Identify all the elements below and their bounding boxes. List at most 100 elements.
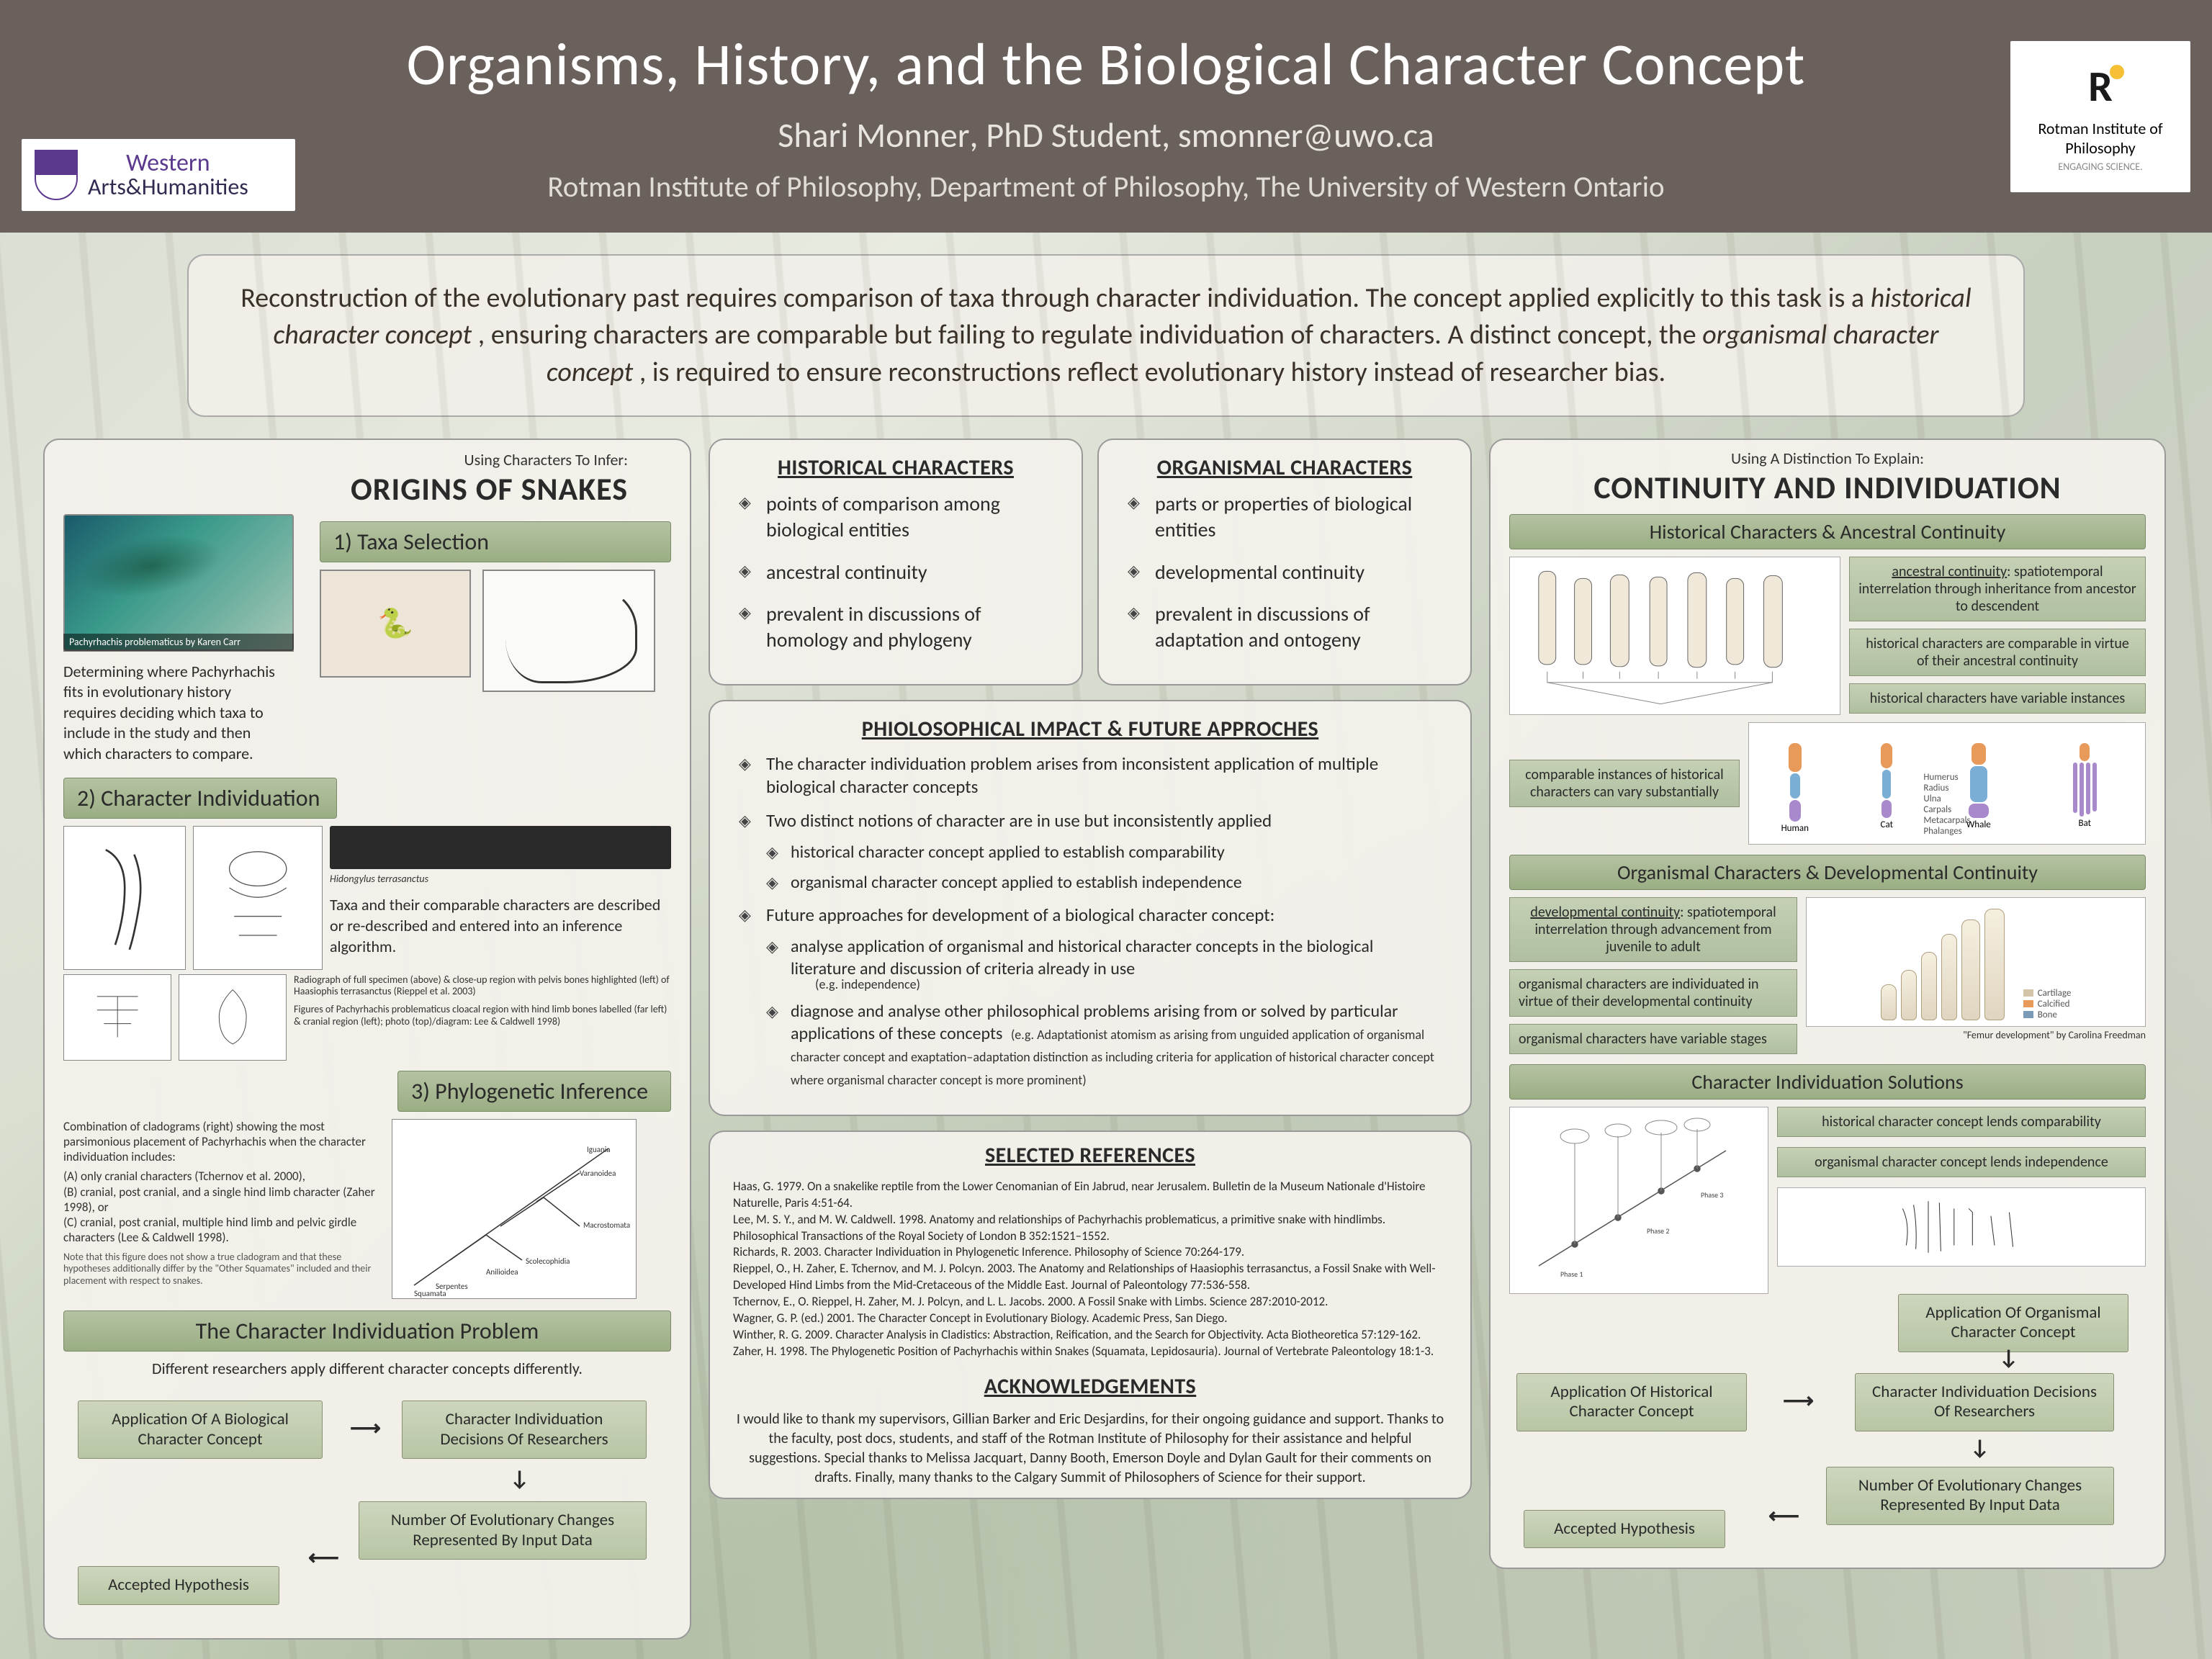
org-item: prevalent in discussions of adaptation a… bbox=[1128, 601, 1442, 654]
cladogram-image: Iguania Varanoidea Macrostomata Scolecop… bbox=[392, 1119, 637, 1299]
logo-left-sub: Arts&Humanities bbox=[88, 176, 248, 199]
poster-title: Organisms, History, and the Biological C… bbox=[43, 29, 2169, 101]
svg-text:Scolecophidia: Scolecophidia bbox=[526, 1256, 570, 1266]
impact-sub: analyse application of organismal and hi… bbox=[766, 935, 1442, 993]
org-item: developmental continuity bbox=[1128, 559, 1442, 585]
left-flowchart: Application Of A Biological Character Co… bbox=[63, 1379, 671, 1624]
flow-b1: Application Of Historical Character Conc… bbox=[1516, 1373, 1747, 1431]
poster-header: Western Arts&Humanities Organisms, Histo… bbox=[0, 0, 2212, 233]
hist-item: points of comparison among biological en… bbox=[739, 491, 1053, 544]
ref-item: Rieppel, O., H. Zaher, E. Tchernov, and … bbox=[733, 1261, 1447, 1294]
limb-homology-diagram: Humerus Radius Ulna Carpals Metacarpals … bbox=[1748, 722, 2146, 845]
ref-item: Zaher, H. 1998. The Phylogenetic Positio… bbox=[733, 1344, 1447, 1360]
logo-left-main: Western bbox=[88, 151, 248, 176]
impact-sub: diagnose and analyse other philosophical… bbox=[766, 1000, 1442, 1090]
hist-title: HISTORICAL CHARACTERS bbox=[729, 454, 1063, 481]
ref-item: Wagner, G. P. (ed.) 2001. The Character … bbox=[733, 1310, 1447, 1327]
arrow-icon: ⟶ bbox=[350, 1415, 381, 1442]
org-item: parts or properties of biological entiti… bbox=[1128, 491, 1442, 544]
svg-text:Phase 3: Phase 3 bbox=[1701, 1190, 1723, 1200]
flow-b4: Accepted Hypothesis bbox=[1524, 1510, 1725, 1549]
key-item: Humerus bbox=[1923, 772, 1970, 783]
key-item: Metacarpals bbox=[1923, 815, 1970, 826]
character-sketch-4 bbox=[179, 974, 287, 1061]
step3-c: (C) cranial, post cranial, multiple hind… bbox=[63, 1215, 380, 1246]
step3-pre: Combination of cladograms (right) showin… bbox=[63, 1119, 380, 1165]
left-pre: Using Characters To Infer: bbox=[63, 450, 628, 469]
sec2-n2: organismal characters have variable stag… bbox=[1509, 1024, 1797, 1054]
svg-text:Macrostomata: Macrostomata bbox=[583, 1220, 630, 1230]
step3-bar: 3) Phylogenetic Inference bbox=[397, 1071, 671, 1112]
sec2-def: developmental continuity: spatiotemporal… bbox=[1509, 897, 1797, 962]
step2-text: Taxa and their comparable characters are… bbox=[330, 895, 671, 957]
shield-icon bbox=[35, 150, 78, 200]
logo-right-tag: ENGAGING SCIENCE. bbox=[2058, 161, 2142, 173]
fossil-image: 🐍 bbox=[320, 570, 471, 678]
ancestral-bones-diagram bbox=[1509, 557, 1840, 715]
impact-item: Future approaches for development of a b… bbox=[739, 904, 1442, 1090]
logo-western: Western Arts&Humanities bbox=[22, 139, 295, 211]
logo-rotman: R Rotman Institute of Philosophy ENGAGIN… bbox=[2010, 41, 2190, 192]
def-label: developmental continuity bbox=[1530, 904, 1680, 921]
sec3-n1: historical character concept lends compa… bbox=[1777, 1107, 2146, 1137]
svg-text:Anilioidea: Anilioidea bbox=[486, 1267, 518, 1277]
hist-item: ancestral continuity bbox=[739, 559, 1053, 585]
femur-dev-diagram: Cartilage Calcified Bone bbox=[1806, 897, 2146, 1027]
ref-item: Lee, M. S. Y., and M. W. Caldwell. 1998.… bbox=[733, 1212, 1447, 1245]
impact-p3: Future approaches for development of a b… bbox=[766, 904, 1274, 926]
key-item: Carpals bbox=[1923, 804, 1970, 815]
organismal-panel: ORGANISMAL CHARACTERS parts or propertie… bbox=[1097, 439, 1472, 685]
author-role: , PhD Student, smonner@uwo.ca bbox=[970, 114, 1434, 156]
character-sketch-2 bbox=[193, 826, 323, 970]
org-title: ORGANISMAL CHARACTERS bbox=[1118, 454, 1452, 481]
svg-text:Iguania: Iguania bbox=[587, 1145, 611, 1154]
step1-text: Determining where Pachyrhachis fits in e… bbox=[63, 662, 279, 765]
impact-item: The character individuation problem aris… bbox=[739, 752, 1442, 799]
impact-sub: historical character concept applied to … bbox=[766, 841, 1442, 863]
skeleton-micro-image bbox=[1777, 1187, 2146, 1267]
sec1-n2: historical characters have variable inst… bbox=[1849, 683, 2146, 714]
sec2-bar: Organismal Characters & Developmental Co… bbox=[1509, 855, 2146, 890]
ref-list: Haas, G. 1979. On a snakelike reptile fr… bbox=[724, 1179, 1456, 1360]
right-title: CONTINUITY AND INDIVIDUATION bbox=[1509, 468, 2146, 507]
sec2-n1: organismal characters are individuated i… bbox=[1509, 969, 1797, 1017]
pachyrhachis-image bbox=[63, 514, 294, 651]
affiliation: Rotman Institute of Philosophy, Departme… bbox=[43, 169, 2169, 205]
impact-title: PHIOLOSOPHICAL IMPACT & FUTURE APPROCHES bbox=[729, 716, 1452, 742]
step3-b: (B) cranial, post cranial, and a single … bbox=[63, 1184, 380, 1215]
origins-panel: Using Characters To Infer: ORIGINS OF SN… bbox=[43, 439, 691, 1640]
author-line: Shari Monner, PhD Student, smonner@uwo.c… bbox=[43, 114, 2169, 156]
step3-a: (A) only cranial characters (Tchernov et… bbox=[63, 1169, 380, 1184]
right-pre: Using A Distinction To Explain: bbox=[1509, 449, 2146, 468]
svg-text:Phase 1: Phase 1 bbox=[1560, 1269, 1583, 1279]
sec1-def: ancestral continuity: spatiotemporal int… bbox=[1849, 557, 2146, 621]
character-sketch-3 bbox=[63, 974, 171, 1061]
flow-b3: Number Of Evolutionary Changes Represent… bbox=[1826, 1467, 2114, 1525]
impact-sub: organismal character concept applied to … bbox=[766, 871, 1442, 894]
arrow-icon: ↓ bbox=[1999, 1344, 2018, 1371]
ref-item: Haas, G. 1979. On a snakelike reptile fr… bbox=[733, 1179, 1447, 1212]
key-item: Ulna bbox=[1923, 793, 1970, 804]
left-title: ORIGINS OF SNAKES bbox=[63, 469, 628, 508]
def-label: ancestral continuity bbox=[1892, 563, 2007, 580]
sec2-cap: "Femur development" by Carolina Freedman bbox=[1806, 1030, 2146, 1042]
ack-title: ACKNOWLEDGEMENTS bbox=[724, 1373, 1456, 1400]
problem-title-bar: The Character Individuation Problem bbox=[63, 1310, 671, 1352]
sec1-n3: comparable instances of historical chara… bbox=[1509, 760, 1740, 807]
logo-right-main: Rotman Institute of Philosophy bbox=[2023, 119, 2177, 158]
rotman-r-icon: R bbox=[2088, 60, 2113, 113]
arrow-icon: ⟵ bbox=[308, 1545, 339, 1571]
arrow-icon: ⟶ bbox=[1783, 1388, 1814, 1414]
impact-p2: Two distinct notions of character are in… bbox=[766, 809, 1272, 832]
step2-bar: 2) Character Individuation bbox=[63, 778, 337, 819]
impact-p3a: analyse application of organismal and hi… bbox=[791, 936, 1373, 979]
author-name: Shari Monner bbox=[778, 114, 969, 156]
flow-b1: Application Of A Biological Character Co… bbox=[78, 1401, 323, 1459]
problem-sub: Different researchers apply different ch… bbox=[63, 1359, 671, 1380]
impact-item: Two distinct notions of character are in… bbox=[739, 809, 1442, 894]
arrow-icon: ↓ bbox=[1970, 1434, 1990, 1461]
key-item: Radius bbox=[1923, 783, 1970, 793]
flow-b0: Application Of Organismal Character Conc… bbox=[1898, 1294, 2128, 1352]
impact-panel: PHIOLOSOPHICAL IMPACT & FUTURE APPROCHES… bbox=[709, 700, 1472, 1116]
step3-note: Note that this figure does not show a tr… bbox=[63, 1251, 380, 1287]
